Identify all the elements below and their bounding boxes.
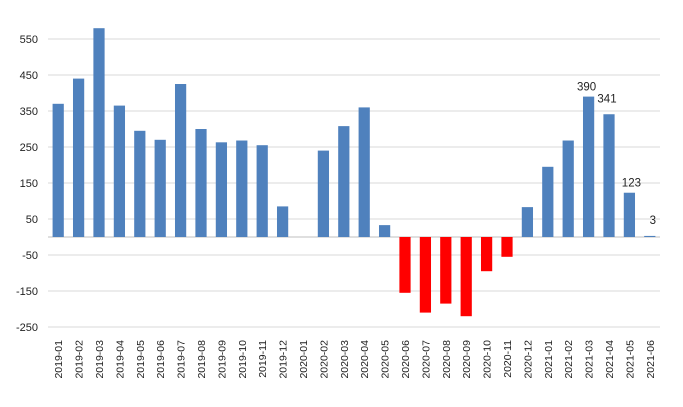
y-tick-label: 50	[26, 214, 38, 226]
x-tick-label: 2020-02	[318, 340, 330, 379]
x-tick-label: 2019-12	[278, 340, 290, 379]
bar-2020-11	[501, 237, 513, 257]
bar-2019-08	[195, 129, 207, 237]
x-tick-label: 2021-04	[604, 340, 616, 379]
bar-2020-09	[460, 237, 472, 317]
x-tick-label: 2020-10	[482, 340, 494, 379]
x-tick-label: 2019-09	[216, 340, 228, 379]
x-tick-label: 2019-07	[176, 340, 188, 379]
bar-2019-11	[256, 145, 268, 237]
x-tick-label: 2020-09	[461, 340, 473, 379]
y-tick-label: 350	[20, 106, 38, 118]
y-tick-label: 250	[20, 142, 38, 154]
bar-2021-02	[562, 140, 574, 237]
x-tick-label: 2019-03	[94, 340, 106, 379]
x-tick-label: 2019-08	[196, 340, 208, 379]
bar-2020-08	[440, 237, 452, 304]
bar-2019-05	[134, 130, 146, 237]
data-label: 3	[650, 215, 656, 227]
x-tick-label: 2019-10	[237, 340, 249, 379]
bar-2019-04	[113, 105, 126, 237]
bar-2020-05	[378, 225, 391, 237]
bar-2019-07	[174, 84, 187, 237]
bar-2020-12	[521, 207, 534, 237]
x-tick-label: 2020-12	[522, 340, 534, 379]
bar-2020-10	[480, 237, 493, 272]
x-tick-label: 2019-02	[74, 340, 86, 379]
x-tick-label: 2019-05	[135, 340, 147, 379]
bar-2020-03	[338, 126, 350, 237]
x-tick-label: 2021-03	[584, 340, 596, 379]
data-label: 123	[622, 178, 641, 190]
bar-2020-02	[317, 150, 330, 237]
bar-2019-01	[52, 103, 64, 237]
x-tick-label: 2020-01	[298, 340, 310, 379]
y-tick-label: 450	[20, 70, 38, 82]
bar-2020-04	[358, 107, 370, 238]
bar-2020-07	[419, 237, 432, 313]
bar-2019-02	[72, 78, 85, 237]
bar-2021-01	[542, 166, 554, 237]
bar-2021-03	[582, 96, 595, 237]
bar-2019-06	[154, 139, 166, 237]
x-tick-label: 2020-04	[359, 340, 371, 379]
y-tick-label: -50	[22, 250, 38, 262]
bar-2021-06	[644, 235, 656, 237]
bar-2019-12	[276, 206, 289, 237]
bar-2019-09	[215, 142, 228, 237]
y-tick-label: 550	[20, 34, 38, 46]
y-tick-label: -250	[16, 322, 38, 334]
x-tick-label: 2021-01	[543, 340, 555, 379]
y-tick-label: 150	[20, 178, 38, 190]
x-tick-label: 2019-04	[114, 340, 126, 379]
x-tick-label: 2020-05	[380, 340, 392, 379]
bar-2021-04	[603, 114, 615, 237]
bar-2020-06	[399, 237, 411, 293]
x-tick-label: 2020-08	[441, 340, 453, 379]
y-tick-label: -150	[16, 286, 38, 298]
x-tick-label: 2020-06	[400, 340, 412, 379]
x-tick-label: 2019-11	[257, 340, 269, 378]
x-tick-label: 2019-01	[53, 340, 65, 379]
data-label: 390	[577, 82, 596, 94]
bar-2021-05	[623, 192, 636, 237]
x-tick-label: 2021-05	[624, 340, 636, 379]
x-tick-label: 2020-11	[502, 340, 514, 378]
x-tick-label: 2019-06	[155, 340, 167, 379]
data-label: 341	[597, 94, 616, 106]
bar-2019-10	[236, 140, 248, 237]
bar-2019-03	[93, 28, 105, 238]
x-tick-label: 2021-06	[645, 340, 657, 379]
x-tick-label: 2020-03	[339, 340, 351, 379]
x-tick-label: 2021-02	[563, 340, 575, 379]
x-tick-label: 2020-07	[420, 340, 432, 379]
